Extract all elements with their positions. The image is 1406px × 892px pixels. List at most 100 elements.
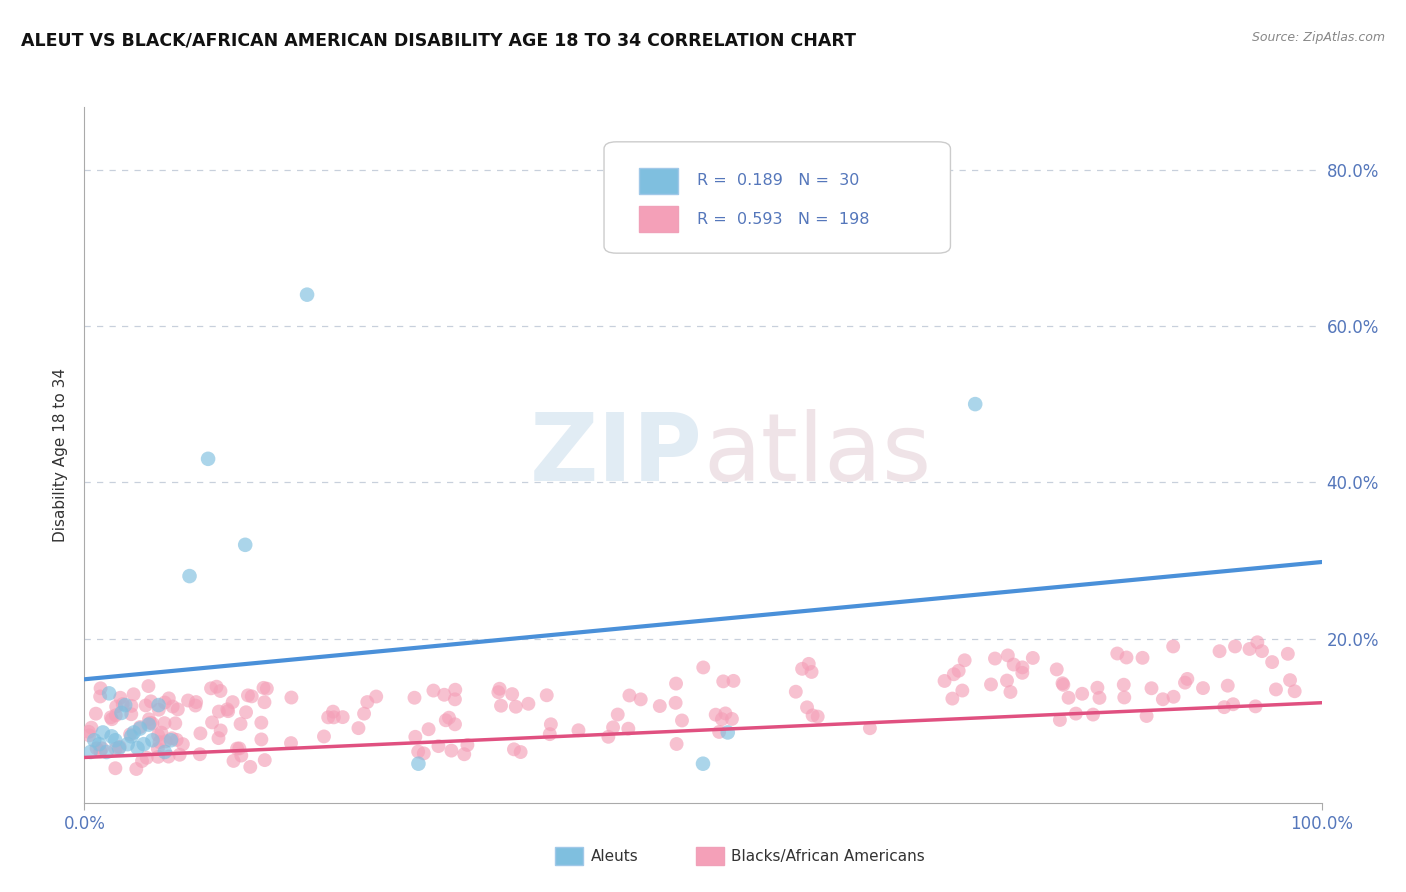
Point xyxy=(796,700,818,714)
Point xyxy=(347,721,370,735)
Point xyxy=(153,696,176,710)
Point xyxy=(948,664,970,678)
Point xyxy=(1251,644,1274,658)
Point xyxy=(316,710,339,724)
Point xyxy=(1140,681,1163,696)
Point xyxy=(1052,676,1074,690)
Point xyxy=(200,681,222,696)
Point xyxy=(114,698,136,712)
Point xyxy=(1002,657,1025,672)
Point xyxy=(953,653,976,667)
Point xyxy=(157,749,180,764)
Point xyxy=(723,673,745,688)
Point xyxy=(117,737,139,751)
Point xyxy=(1152,692,1174,706)
Point xyxy=(404,730,426,744)
Point xyxy=(80,721,103,735)
Point xyxy=(84,706,107,721)
Point xyxy=(427,739,450,753)
Point xyxy=(332,710,354,724)
Point xyxy=(89,690,111,704)
Point xyxy=(434,713,457,727)
Point xyxy=(179,569,201,583)
Point xyxy=(150,725,173,739)
Point xyxy=(710,712,733,726)
Point xyxy=(98,686,121,700)
Point xyxy=(197,451,219,466)
Point xyxy=(120,730,142,744)
Point xyxy=(489,698,512,713)
Point xyxy=(146,728,169,742)
Point xyxy=(444,692,467,706)
Point xyxy=(1246,635,1268,649)
Point xyxy=(148,698,170,712)
Point xyxy=(217,704,239,718)
Y-axis label: Disability Age 18 to 34: Disability Age 18 to 34 xyxy=(53,368,69,542)
Point xyxy=(1213,700,1236,714)
Point xyxy=(980,677,1002,691)
Point xyxy=(129,722,152,736)
Point xyxy=(1277,647,1299,661)
Bar xyxy=(638,206,678,232)
Point xyxy=(155,734,177,748)
Point xyxy=(105,699,128,714)
Point xyxy=(1244,699,1267,714)
Text: Blacks/African Americans: Blacks/African Americans xyxy=(731,849,925,863)
Point xyxy=(138,712,160,726)
Point xyxy=(104,761,127,775)
Point xyxy=(250,715,273,730)
Point xyxy=(509,745,531,759)
Point xyxy=(138,679,160,693)
Point xyxy=(165,716,187,731)
Point xyxy=(356,695,378,709)
Point xyxy=(1022,651,1045,665)
Point xyxy=(239,760,262,774)
Point xyxy=(456,738,478,752)
Point xyxy=(89,737,111,751)
Text: atlas: atlas xyxy=(703,409,931,501)
Point xyxy=(704,707,727,722)
Point xyxy=(153,745,176,759)
Point xyxy=(231,748,253,763)
Text: ALEUT VS BLACK/AFRICAN AMERICAN DISABILITY AGE 18 TO 34 CORRELATION CHART: ALEUT VS BLACK/AFRICAN AMERICAN DISABILI… xyxy=(21,31,856,49)
Text: R =  0.593   N =  198: R = 0.593 N = 198 xyxy=(697,211,869,227)
Point xyxy=(538,727,561,741)
Text: Aleuts: Aleuts xyxy=(591,849,638,863)
Point xyxy=(108,741,131,756)
Point xyxy=(201,715,224,730)
Point xyxy=(77,724,100,739)
Point xyxy=(422,683,444,698)
Point xyxy=(322,705,344,719)
Point xyxy=(444,717,467,731)
Point xyxy=(404,690,426,705)
Point xyxy=(1088,690,1111,705)
Point xyxy=(408,756,430,771)
Point xyxy=(135,751,157,765)
Point xyxy=(1081,707,1104,722)
Point xyxy=(665,676,688,690)
Point xyxy=(1284,684,1306,698)
Point xyxy=(797,657,820,671)
Point xyxy=(1057,690,1080,705)
Point xyxy=(148,703,170,717)
Point xyxy=(598,730,620,744)
Point xyxy=(785,684,807,698)
Point xyxy=(312,730,335,744)
Point xyxy=(240,690,263,704)
Point xyxy=(1222,698,1244,712)
Point xyxy=(1064,706,1087,721)
Point xyxy=(110,706,132,720)
Point xyxy=(169,747,191,762)
Point xyxy=(77,728,100,742)
Point xyxy=(1046,662,1069,676)
Point xyxy=(184,698,207,713)
Point xyxy=(1087,681,1109,695)
Point xyxy=(131,754,153,768)
Point xyxy=(250,732,273,747)
Point xyxy=(721,712,744,726)
Point xyxy=(440,743,463,757)
Point xyxy=(418,723,440,737)
Point xyxy=(619,689,641,703)
Point xyxy=(129,720,152,734)
Point xyxy=(1132,650,1154,665)
